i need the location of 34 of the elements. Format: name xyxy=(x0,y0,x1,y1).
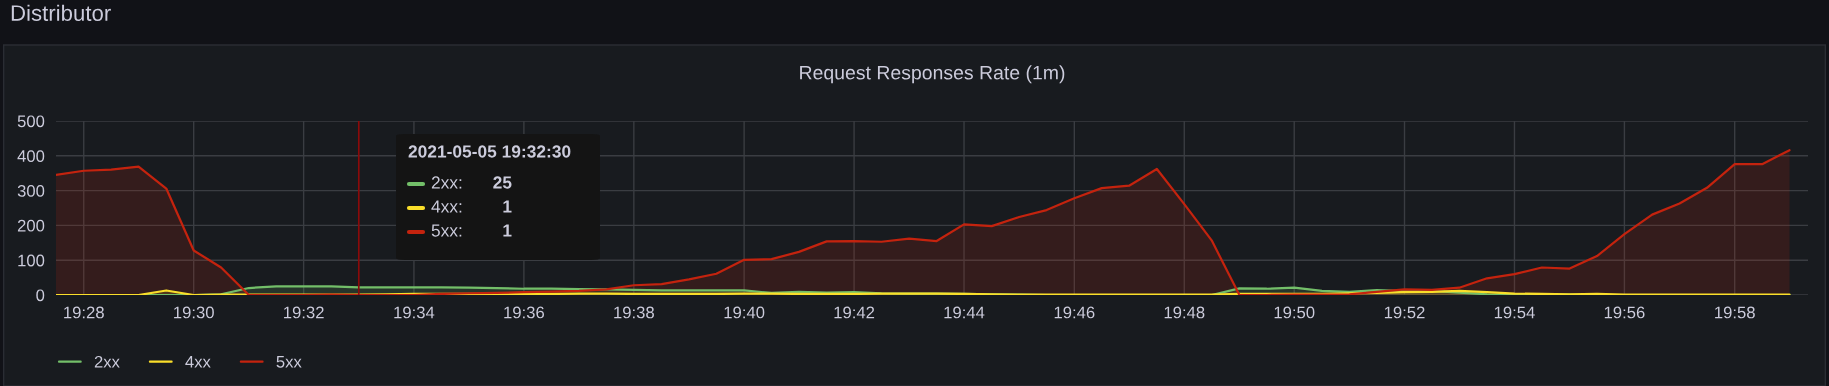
legend-label: 4xx xyxy=(185,356,211,368)
x-tick-label: 19:40 xyxy=(724,306,765,319)
y-tick-label: 300 xyxy=(17,185,45,197)
x-tick-label: 19:38 xyxy=(614,306,654,319)
annotation: 1 xyxy=(503,224,512,237)
x-tick-label: 19:48 xyxy=(1164,306,1205,319)
annotation: 2xx: xyxy=(431,176,462,189)
x-tick-label: 19:32 xyxy=(284,306,324,319)
x-tick-label: 19:46 xyxy=(1054,306,1095,319)
text: Distributor xyxy=(11,4,111,21)
x-tick-label: 19:54 xyxy=(1494,306,1535,319)
annotation: 5xx: xyxy=(431,224,462,237)
x-tick-label: 19:50 xyxy=(1274,306,1315,319)
annotation: 25 xyxy=(493,176,512,189)
annotation: 4xx: xyxy=(431,200,462,213)
x-tick-label: 19:56 xyxy=(1604,306,1645,319)
x-tick-label: 19:34 xyxy=(394,306,435,319)
legend-label: 2xx xyxy=(94,355,120,368)
x-tick-label: 19:42 xyxy=(834,306,875,319)
x-tick-label: 19:58 xyxy=(1715,306,1755,319)
legend-label: 5xx xyxy=(276,356,302,368)
y-tick-label: 200 xyxy=(17,219,45,232)
y-tick-label: 500 xyxy=(17,115,45,128)
annotation: 2021-05-05 19:32:30 xyxy=(408,145,571,158)
chart-title: Request Responses Rate (1m) xyxy=(800,65,1065,84)
x-tick-label: 19:52 xyxy=(1384,306,1425,319)
y-tick-label: 100 xyxy=(18,254,45,267)
y-tick-label: 400 xyxy=(17,150,45,162)
y-tick-label: 0 xyxy=(36,289,45,302)
x-tick-label: 19:28 xyxy=(64,306,104,319)
annotation: 1 xyxy=(503,200,512,213)
x-tick-label: 19:36 xyxy=(504,306,545,319)
x-tick-label: 19:44 xyxy=(944,306,985,319)
x-tick-label: 19:30 xyxy=(174,306,214,319)
